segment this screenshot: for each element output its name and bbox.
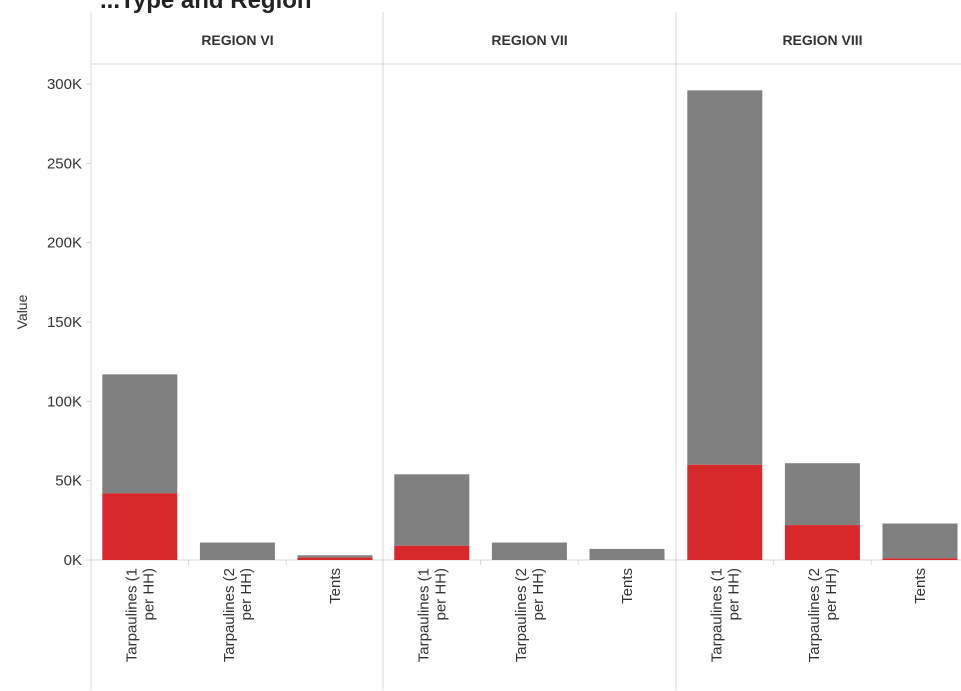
bar-delivered [784, 525, 860, 560]
bar-remaining [491, 542, 567, 560]
x-category-label-line: Tarpaulines (2 [513, 568, 530, 662]
x-category-label-line: Tents [327, 568, 344, 604]
x-category-label-line: Tents [912, 568, 929, 604]
bars [102, 90, 958, 560]
x-axis: Tarpaulines (1 per HH) Tarpaulines (2 per H… [123, 560, 929, 662]
bar-delivered [297, 557, 373, 560]
x-category-label-line: Tarpaulines (1 [415, 568, 432, 662]
x-category-label: Tents [327, 568, 344, 604]
x-category-label-line: per HH) [238, 568, 255, 621]
y-axis-title: Value [14, 294, 30, 329]
y-tick-label: 50K [55, 473, 82, 490]
bar-delivered [882, 558, 958, 560]
region-header: REGION VII [491, 32, 567, 48]
x-category-label-line: per HH) [725, 568, 742, 621]
bar-remaining [297, 555, 373, 558]
x-category-label: Tents [912, 568, 929, 604]
x-category-label-line: Tarpaulines (2 [221, 568, 238, 662]
bar-delivered [394, 545, 470, 560]
bar-delivered [102, 493, 178, 560]
x-category-label: Tarpaulines (2 per HH) [221, 568, 255, 662]
y-tick-label: 150K [47, 314, 82, 331]
y-tick-label: 300K [47, 76, 82, 93]
chart-title: ...Type and Region [100, 0, 312, 14]
bar-remaining [687, 90, 763, 465]
x-category-label-line: Tarpaulines (1 [708, 568, 725, 662]
region-headers: REGION VI REGION VII REGION VIII [201, 32, 862, 48]
bar-remaining [199, 542, 275, 560]
x-category-label-line: Tents [619, 568, 636, 604]
x-category-label: Tarpaulines (1 per HH) [415, 568, 449, 662]
x-category-label: Tarpaulines (2 per HH) [806, 568, 840, 662]
bar-remaining [882, 523, 958, 559]
x-category-label: Tents [619, 568, 636, 604]
region-header: REGION VIII [782, 32, 862, 48]
y-tick-label: 200K [47, 235, 82, 252]
x-category-label: Tarpaulines (2 per HH) [513, 568, 547, 662]
x-category-label-line: Tarpaulines (1 [123, 568, 140, 662]
x-category-label-line: Tarpaulines (2 [806, 568, 823, 662]
bar-remaining [102, 374, 178, 494]
bar-remaining [589, 548, 665, 560]
y-tick-label: 250K [47, 155, 82, 172]
bar-remaining [784, 463, 860, 526]
bar-delivered [687, 464, 763, 560]
x-category-label-line: per HH) [823, 568, 840, 621]
x-category-label-line: per HH) [530, 568, 547, 621]
y-axis: 0K 50K 100K 150K 200K 250K 300K Value [14, 76, 91, 569]
x-category-label-line: per HH) [140, 568, 157, 621]
y-tick-label: 100K [47, 393, 82, 410]
x-category-label: Tarpaulines (1 per HH) [708, 568, 742, 662]
region-header: REGION VI [201, 32, 273, 48]
y-tick-label: 0K [64, 552, 82, 569]
x-category-label: Tarpaulines (1 per HH) [123, 568, 157, 662]
x-category-label-line: per HH) [432, 568, 449, 621]
bar-remaining [394, 474, 470, 546]
